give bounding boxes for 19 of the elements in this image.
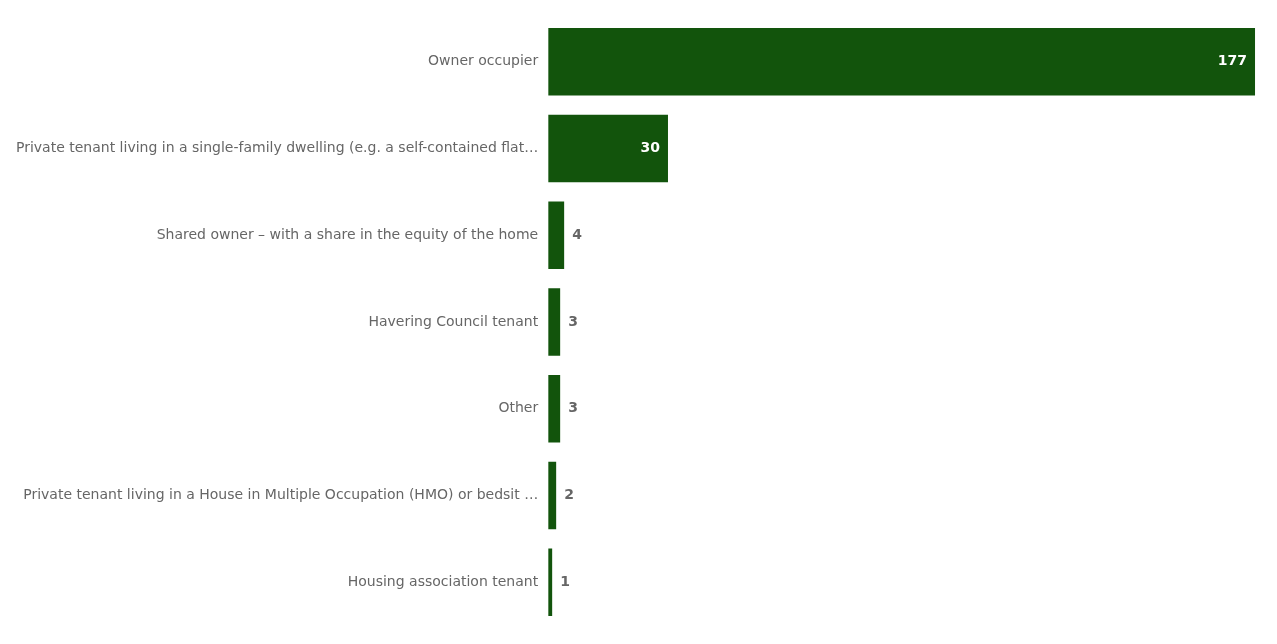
data-label: 2 xyxy=(564,486,574,503)
y-tick-label: Owner occupier xyxy=(428,52,539,69)
y-tick-label: Private tenant living in a single-family dwelling (e.g. a self-contained flat… xyxy=(15,139,539,156)
bar xyxy=(548,374,561,443)
bar xyxy=(548,114,668,183)
y-tick-label: Havering Council tenant xyxy=(368,312,539,329)
data-label: 3 xyxy=(568,312,578,329)
y-tick-label: Private tenant living in a House in Multiple Occupation (HMO) or bedsit … xyxy=(23,486,539,503)
y-tick-label: Other xyxy=(498,399,539,416)
y-tick-label: Shared owner – with a share in the equity of the home xyxy=(156,225,539,242)
bar xyxy=(548,27,1256,96)
bar xyxy=(548,201,565,270)
bar xyxy=(548,288,561,356)
y-tick-label: Housing association tenant xyxy=(347,572,539,589)
data-label: 4 xyxy=(572,225,583,242)
data-label: 1 xyxy=(560,572,570,589)
data-label: 30 xyxy=(640,139,661,156)
data-label: 3 xyxy=(568,399,578,416)
data-label: 177 xyxy=(1217,52,1248,69)
